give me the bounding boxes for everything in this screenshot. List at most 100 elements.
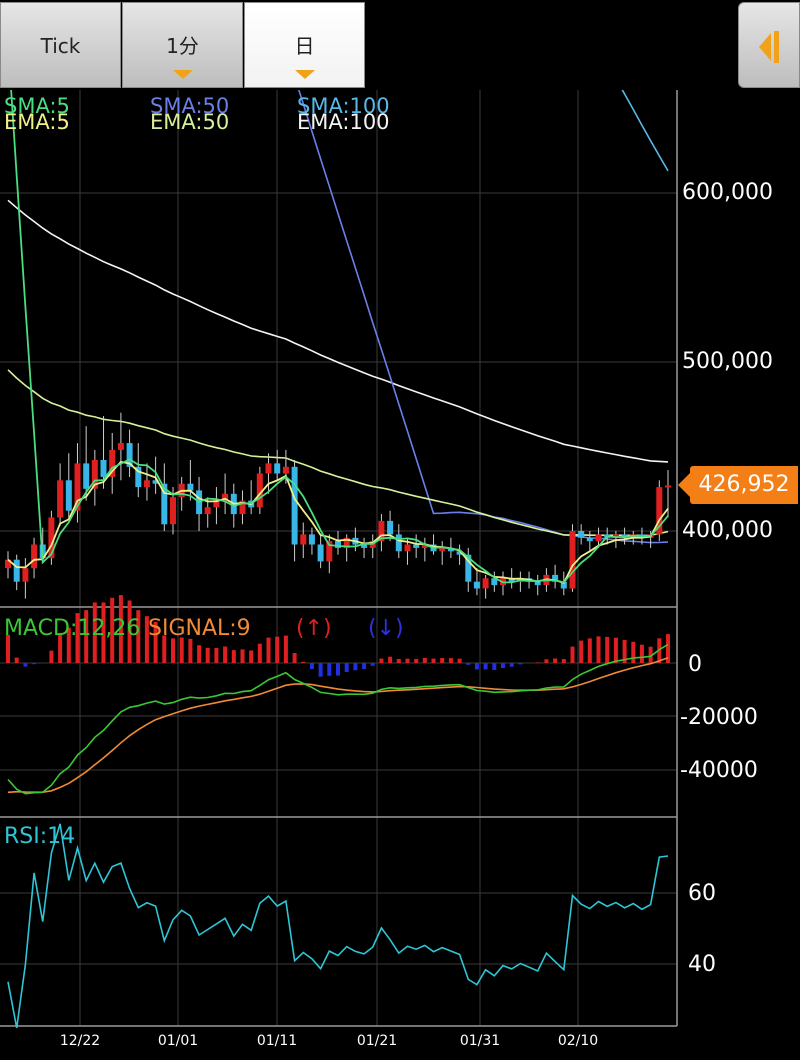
collapse-left-icon [759, 31, 779, 63]
candle-body [161, 483, 168, 525]
macd-histogram-bar [171, 638, 175, 663]
macd-histogram-bar [301, 661, 306, 663]
macd-histogram-bar [639, 644, 644, 663]
candle-body [508, 578, 515, 582]
candle-body [447, 547, 454, 552]
rsi-axis-label: 60 [688, 881, 716, 906]
candle-body [586, 537, 593, 542]
macd-histogram-bar [579, 640, 584, 663]
macd-histogram-bar [448, 658, 453, 663]
macd-axis-label: -40000 [680, 758, 758, 783]
candle-body [170, 497, 176, 525]
macd-histogram-bar [666, 634, 670, 663]
candle-body [326, 541, 333, 562]
macd-histogram-bar [509, 663, 514, 667]
macd-histogram-bar [84, 610, 89, 663]
macd-histogram-bar [596, 636, 601, 663]
candle-body [421, 544, 428, 548]
candle-body [317, 544, 324, 562]
candle-body [239, 500, 246, 515]
macd-histogram-bar [414, 658, 419, 663]
date-label: 01/31 [459, 1033, 501, 1049]
macd-histogram-bar [405, 658, 410, 663]
macd-histogram-bar [344, 663, 349, 672]
macd-histogram-bar [118, 595, 123, 663]
legend-macd: MACD:12,26 [4, 616, 141, 641]
macd-histogram-bar [92, 602, 97, 663]
candle-body [569, 531, 576, 589]
macd-histogram-bar [370, 663, 375, 666]
macd-histogram-bar [23, 663, 28, 667]
macd-histogram-bar [283, 635, 288, 663]
tab-daily-label: 日 [294, 34, 315, 58]
candle-body [152, 480, 159, 484]
legend-ema5: EMA:5 [4, 110, 70, 134]
candle-body [491, 578, 498, 586]
price-axis-label: 400,000 [682, 518, 773, 543]
macd-histogram-bar [501, 663, 505, 668]
tab-daily[interactable]: 日 [244, 2, 365, 88]
macd-histogram-bar [587, 638, 592, 663]
candle-body [83, 463, 90, 489]
macd-histogram-bar [544, 659, 549, 663]
macd-histogram-bar [440, 658, 445, 663]
candle-body [57, 480, 64, 518]
macd-histogram-bar [153, 622, 158, 663]
candle-body [413, 544, 420, 548]
candle-body [65, 480, 72, 511]
macd-histogram-bar [205, 647, 210, 663]
macd-histogram-bar [136, 610, 141, 663]
macd-axis-label: 0 [688, 652, 702, 677]
macd-histogram-bar [144, 616, 149, 663]
macd-histogram-bar [231, 650, 236, 663]
date-label: 01/21 [356, 1033, 398, 1049]
current-price-tag: 426,952 [678, 466, 798, 504]
macd-histogram-bar [622, 640, 627, 663]
tab-tick-label: Tick [40, 34, 81, 58]
macd-histogram-bar [362, 663, 367, 669]
ema50-line [7, 369, 669, 537]
candle-body [109, 449, 116, 477]
tab-tick[interactable]: Tick [0, 2, 121, 88]
candle-body [187, 483, 194, 491]
macd-histogram-bar [431, 658, 436, 663]
macd-histogram-bar [66, 627, 71, 663]
candle-body [439, 547, 446, 552]
candle-body [135, 466, 142, 488]
candle-body [534, 581, 541, 586]
dropdown-arrow-icon[interactable] [172, 70, 193, 79]
macd-histogram-bar [336, 663, 340, 676]
macd-histogram-bar [110, 597, 115, 663]
macd-histogram-bar [492, 663, 497, 670]
candle-body [126, 443, 133, 467]
collapse-panel-button[interactable] [738, 2, 800, 88]
candle-body [482, 578, 489, 589]
candle-body [595, 534, 602, 542]
candle-body [143, 480, 150, 488]
price-axis-label: 600,000 [682, 180, 773, 205]
candle-body [404, 544, 411, 552]
legend-sma50: SMA:50 [150, 94, 230, 118]
macd-histogram-bar [249, 650, 254, 663]
tab-1min[interactable]: 1分 [122, 2, 243, 88]
dropdown-arrow-icon[interactable] [294, 70, 315, 79]
candle-body [204, 507, 211, 515]
legend-ema50: EMA:50 [150, 110, 230, 134]
candle-body [5, 559, 11, 569]
candle-body [222, 493, 229, 501]
sma5-line [10, 90, 669, 584]
date-label: 02/10 [557, 1033, 599, 1049]
macd-histogram-bar [127, 600, 132, 663]
macd-histogram-bar [240, 649, 245, 663]
macd-histogram-bar [101, 602, 106, 663]
candle-body [560, 581, 567, 589]
macd-histogram-bar [75, 613, 80, 663]
candle-body [117, 443, 124, 450]
candle-body [378, 520, 385, 542]
price-axis-label: 500,000 [682, 349, 773, 374]
macd-histogram-bar [518, 663, 523, 665]
candle-body [265, 463, 272, 474]
macd-histogram-bar [162, 635, 167, 663]
candle-body [308, 534, 315, 545]
